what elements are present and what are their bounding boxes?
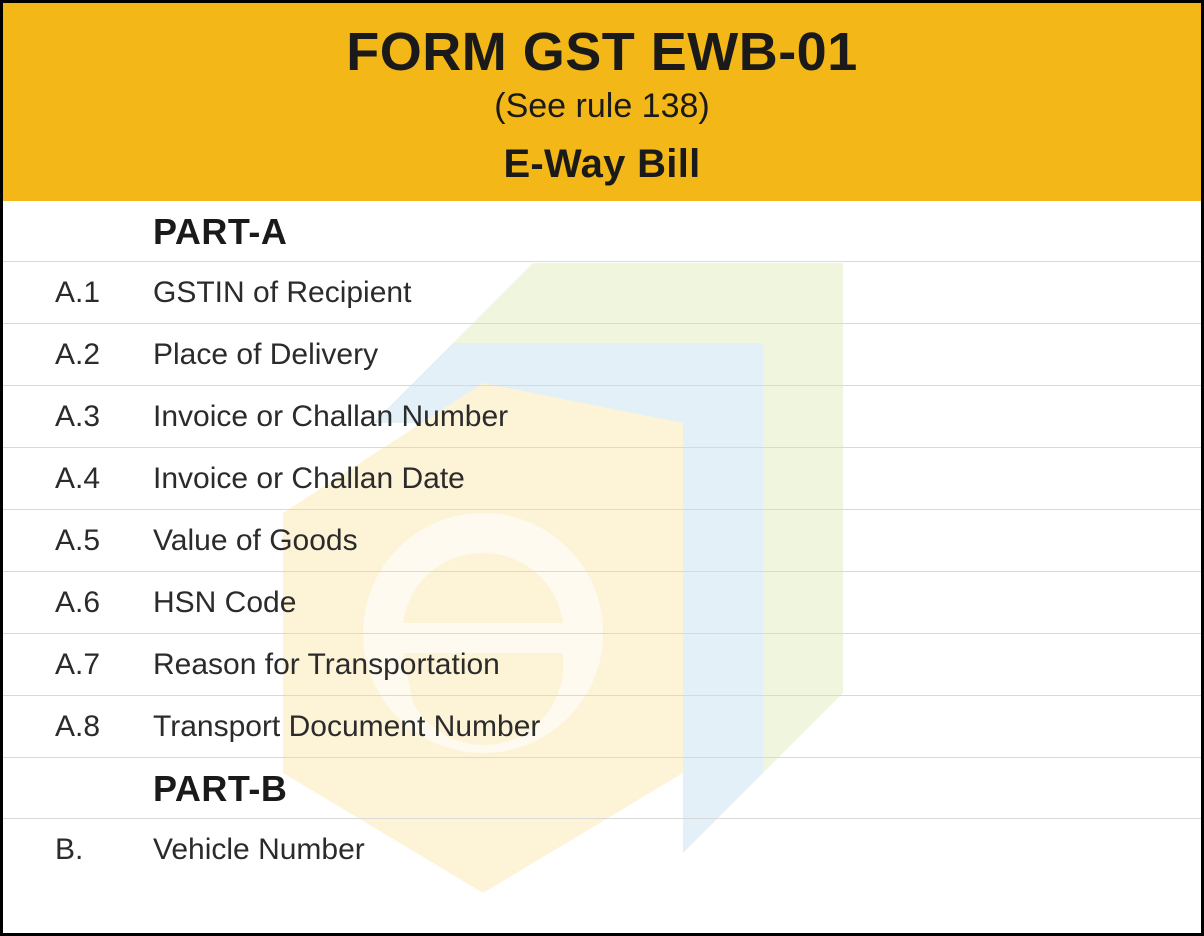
row-label: Vehicle Number	[153, 833, 1201, 867]
table-row: A.6 HSN Code	[3, 572, 1201, 634]
row-label: GSTIN of Recipient	[153, 276, 1201, 310]
table-row: B. Vehicle Number	[3, 819, 1201, 881]
section-heading-part-a: PART-A	[3, 201, 1201, 262]
row-label: Invoice or Challan Date	[153, 462, 1201, 496]
section-heading-part-b: PART-B	[3, 758, 1201, 819]
row-index: B.	[3, 833, 153, 867]
row-label: Value of Goods	[153, 524, 1201, 558]
row-index: A.8	[3, 710, 153, 744]
table-row: A.2 Place of Delivery	[3, 324, 1201, 386]
row-label: Reason for Transportation	[153, 648, 1201, 682]
form-header: FORM GST EWB-01 (See rule 138) E-Way Bil…	[3, 3, 1201, 201]
row-index: A.3	[3, 400, 153, 434]
table-row: A.8 Transport Document Number	[3, 696, 1201, 758]
form-title: FORM GST EWB-01	[3, 21, 1201, 83]
table-row: A.4 Invoice or Challan Date	[3, 448, 1201, 510]
row-label: Invoice or Challan Number	[153, 400, 1201, 434]
form-subtitle: E-Way Bill	[3, 142, 1201, 187]
row-index: A.1	[3, 276, 153, 310]
row-label: Transport Document Number	[153, 710, 1201, 744]
table-row: A.5 Value of Goods	[3, 510, 1201, 572]
row-index: A.6	[3, 586, 153, 620]
form-rule-ref: (See rule 138)	[3, 87, 1201, 126]
row-index: A.4	[3, 462, 153, 496]
table-row: A.7 Reason for Transportation	[3, 634, 1201, 696]
form-container: FORM GST EWB-01 (See rule 138) E-Way Bil…	[0, 0, 1204, 936]
row-label: HSN Code	[153, 586, 1201, 620]
row-index: A.7	[3, 648, 153, 682]
row-index: A.5	[3, 524, 153, 558]
row-index: A.2	[3, 338, 153, 372]
table-row: A.1 GSTIN of Recipient	[3, 262, 1201, 324]
table-row: A.3 Invoice or Challan Number	[3, 386, 1201, 448]
row-label: Place of Delivery	[153, 338, 1201, 372]
form-body: PART-A A.1 GSTIN of Recipient A.2 Place …	[3, 201, 1201, 881]
